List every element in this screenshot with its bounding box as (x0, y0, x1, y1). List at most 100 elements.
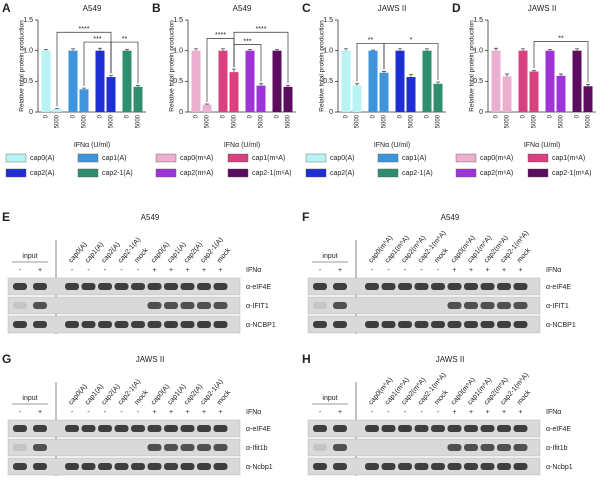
blot-band (197, 425, 211, 432)
blot-strip (7, 438, 241, 457)
blot-band (33, 283, 47, 290)
blot-band (497, 283, 511, 290)
blot-band (480, 302, 495, 309)
y-axis-label: Relative total protein production (169, 20, 176, 112)
blot-title: A549 (441, 213, 460, 222)
error-bar (521, 48, 525, 51)
antibody-label: α-eIF4E (546, 284, 571, 291)
x-tick-label: 5000 (355, 114, 361, 128)
error-bar (548, 49, 552, 51)
legend-label: cap0(A) (330, 155, 355, 162)
antibody-label: α-NCBP1 (546, 322, 576, 329)
x-tick-label: 0 (344, 114, 350, 118)
lane-sign: - (104, 409, 107, 416)
lane-sign: - (137, 409, 140, 416)
legend-label: cap1(m⁶A) (252, 155, 285, 162)
bar (352, 85, 362, 112)
lane-sign: + (169, 409, 173, 416)
blot-band (480, 444, 495, 451)
blot-band (147, 444, 162, 451)
blot-band (147, 463, 162, 470)
blot-band (65, 321, 79, 328)
panel-letter: G (2, 352, 11, 366)
lane-sign: - (437, 409, 440, 416)
chart-title: JAWS II (528, 4, 557, 13)
blot-band (313, 463, 327, 470)
error-bar (559, 73, 563, 76)
lane-sign: - (404, 409, 407, 416)
legend-label: cap2-1(A) (402, 170, 433, 177)
blot-band (13, 463, 27, 470)
blot-band (480, 321, 495, 328)
x-tick-label: 0 (98, 114, 104, 118)
bar (256, 85, 266, 112)
antibody-label: α-IFIT1 (246, 303, 269, 310)
blot-band (131, 283, 145, 290)
bar (106, 77, 116, 112)
lane-sign: - (387, 267, 390, 274)
blot-band (431, 425, 445, 432)
blot-band (431, 321, 445, 328)
legend-label: cap1(m⁶A) (552, 155, 585, 162)
y-axis-label: Relative total protein production (319, 20, 326, 112)
y-tick-label: 0 (179, 109, 183, 116)
blot-band (147, 425, 162, 432)
blot-band (114, 321, 129, 328)
error-bar (532, 69, 536, 72)
bar (52, 108, 62, 112)
blot-title: JAWS II (136, 355, 165, 364)
blot-band (414, 463, 429, 470)
blot-band (381, 321, 396, 328)
x-tick-label: 0 (494, 114, 500, 118)
legend-swatch (377, 153, 399, 163)
error-bar (355, 83, 359, 86)
blot-band (447, 425, 462, 432)
error-bar (286, 85, 290, 87)
significance-bracket (383, 42, 439, 80)
lane-sign: + (502, 409, 506, 416)
significance-label: ** (368, 37, 374, 44)
legend-label: cap2(A) (330, 170, 355, 177)
bar (341, 50, 351, 112)
bar (245, 50, 255, 112)
treatment-label: IFNα (246, 267, 261, 274)
legend-swatch (527, 153, 549, 163)
lane-sign: - (71, 409, 74, 416)
lane-sign: + (202, 409, 206, 416)
bar (556, 75, 566, 112)
blot-band (513, 283, 528, 290)
antibody-label: α-eIF4E (246, 426, 271, 433)
blot-band (180, 283, 195, 290)
blot-band (164, 463, 178, 470)
input-sign: - (19, 267, 22, 274)
x-tick-label: 5000 (286, 114, 292, 128)
error-bar (259, 83, 263, 86)
legend-swatch (155, 153, 177, 163)
x-tick-label: 0 (194, 114, 200, 118)
input-sign: + (338, 409, 342, 416)
error-bar (398, 48, 402, 51)
bar (368, 50, 378, 112)
bar (406, 77, 416, 112)
bar (272, 50, 282, 112)
significance-label: *** (93, 36, 101, 43)
x-tick-label: 0 (71, 114, 77, 118)
legend-swatch (377, 168, 399, 178)
blot-band (447, 283, 462, 290)
blot-band (197, 321, 211, 328)
legend-swatch (5, 153, 27, 163)
y-tick-label: 1.0 (473, 48, 483, 55)
blot-band (98, 321, 112, 328)
blot-band (164, 425, 178, 432)
lane-sign: + (218, 409, 222, 416)
blot-band (381, 425, 396, 432)
significance-bracket (110, 41, 139, 84)
legend-swatch (227, 153, 249, 163)
lane-sign: + (469, 409, 473, 416)
blot-band (213, 444, 228, 451)
error-bar (109, 74, 113, 78)
blot-band (480, 463, 495, 470)
significance-label: ** (122, 36, 128, 43)
blot-band (114, 283, 129, 290)
blot-band (197, 302, 211, 309)
